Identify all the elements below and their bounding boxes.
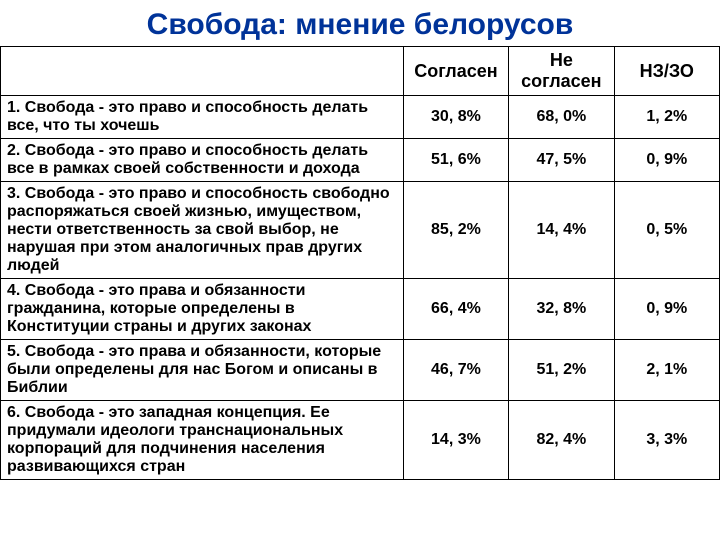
header-agree: Согласен xyxy=(403,47,508,96)
table-row: 5. Свобода - это права и обязанности, ко… xyxy=(1,340,720,401)
statement-cell: 3. Свобода - это право и способность сво… xyxy=(1,182,404,279)
agree-cell: 46, 7% xyxy=(403,340,508,401)
page-title: Свобода: мнение белорусов xyxy=(0,0,720,46)
statement-cell: 1. Свобода - это право и способность дел… xyxy=(1,96,404,139)
table-header-row: Согласен Не согласен НЗ/ЗО xyxy=(1,47,720,96)
opinion-table: Согласен Не согласен НЗ/ЗО 1. Свобода - … xyxy=(0,46,720,480)
header-blank xyxy=(1,47,404,96)
agree-cell: 66, 4% xyxy=(403,279,508,340)
dk-cell: 2, 1% xyxy=(614,340,719,401)
agree-cell: 14, 3% xyxy=(403,401,508,480)
disagree-cell: 51, 2% xyxy=(509,340,614,401)
table-row: 1. Свобода - это право и способность дел… xyxy=(1,96,720,139)
disagree-cell: 32, 8% xyxy=(509,279,614,340)
disagree-cell: 68, 0% xyxy=(509,96,614,139)
disagree-cell: 82, 4% xyxy=(509,401,614,480)
statement-cell: 5. Свобода - это права и обязанности, ко… xyxy=(1,340,404,401)
disagree-cell: 47, 5% xyxy=(509,139,614,182)
dk-cell: 0, 9% xyxy=(614,139,719,182)
dk-cell: 3, 3% xyxy=(614,401,719,480)
statement-cell: 2. Свобода - это право и способность дел… xyxy=(1,139,404,182)
table-row: 2. Свобода - это право и способность дел… xyxy=(1,139,720,182)
agree-cell: 85, 2% xyxy=(403,182,508,279)
table-row: 6. Свобода - это западная концепция. Ее … xyxy=(1,401,720,480)
table-row: 3. Свобода - это право и способность сво… xyxy=(1,182,720,279)
header-dk: НЗ/ЗО xyxy=(614,47,719,96)
dk-cell: 1, 2% xyxy=(614,96,719,139)
statement-cell: 6. Свобода - это западная концепция. Ее … xyxy=(1,401,404,480)
header-disagree: Не согласен xyxy=(509,47,614,96)
statement-cell: 4. Свобода - это права и обязанности гра… xyxy=(1,279,404,340)
disagree-cell: 14, 4% xyxy=(509,182,614,279)
table-row: 4. Свобода - это права и обязанности гра… xyxy=(1,279,720,340)
agree-cell: 51, 6% xyxy=(403,139,508,182)
agree-cell: 30, 8% xyxy=(403,96,508,139)
dk-cell: 0, 5% xyxy=(614,182,719,279)
dk-cell: 0, 9% xyxy=(614,279,719,340)
